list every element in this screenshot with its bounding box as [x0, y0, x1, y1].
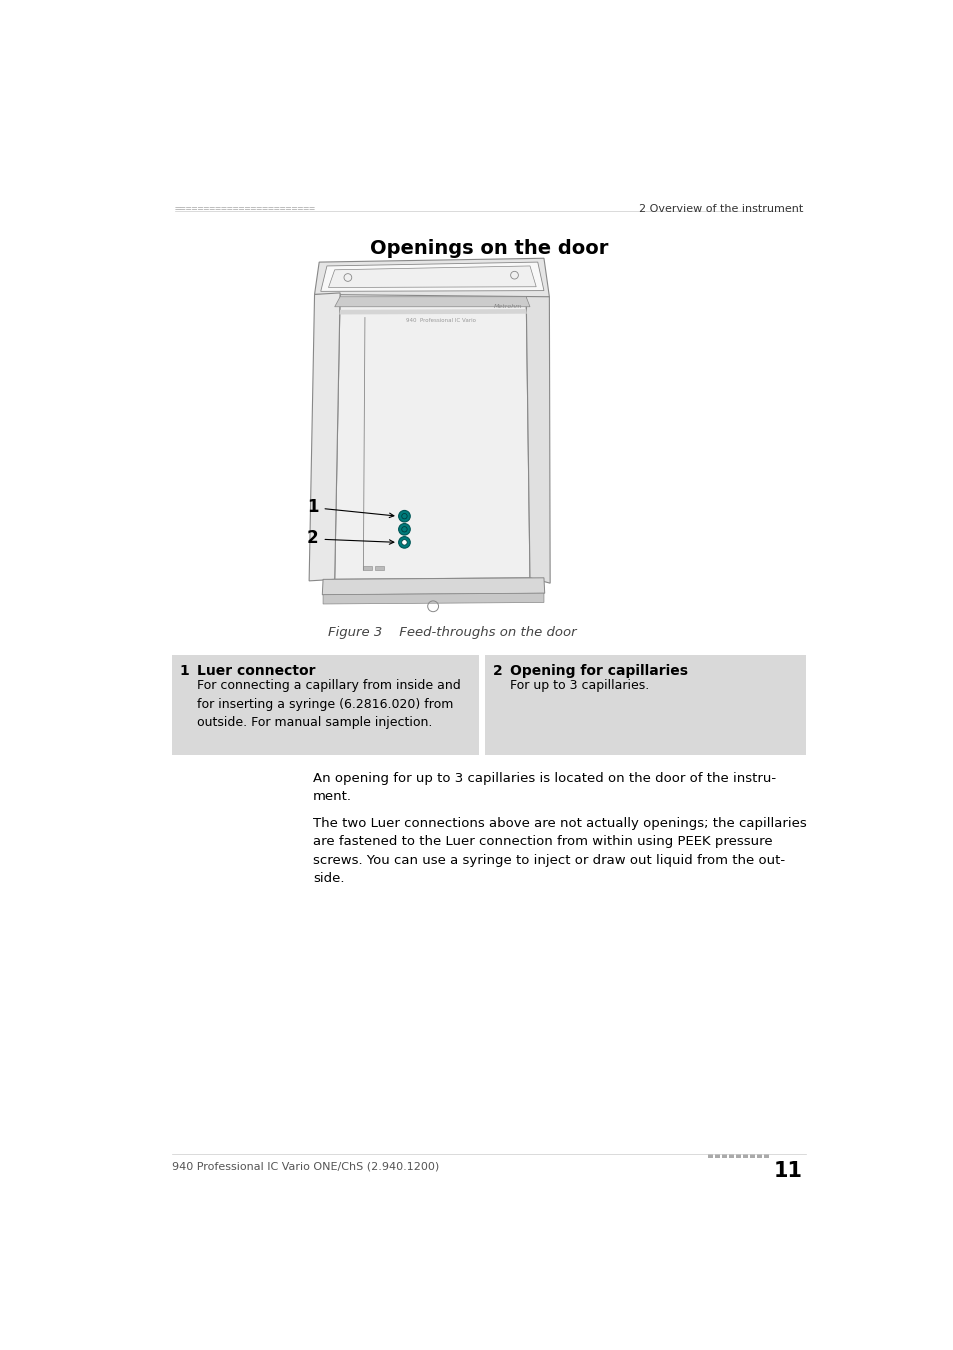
Text: 2 Overview of the instrument: 2 Overview of the instrument: [638, 204, 802, 215]
Text: 2: 2: [493, 664, 502, 678]
Text: Metrohm: Metrohm: [494, 305, 521, 309]
Text: 1: 1: [307, 498, 318, 516]
Text: For up to 3 capillaries.: For up to 3 capillaries.: [509, 679, 648, 693]
Text: Figure 3    Feed-throughs on the door: Figure 3 Feed-throughs on the door: [328, 625, 577, 639]
Circle shape: [398, 524, 410, 535]
Text: 940  Professional IC Vario: 940 Professional IC Vario: [406, 317, 476, 323]
Bar: [715, 1154, 720, 1157]
Circle shape: [398, 510, 410, 522]
Text: 940 Professional IC Vario ONE/ChS (2.940.1200): 940 Professional IC Vario ONE/ChS (2.940…: [172, 1161, 438, 1172]
Bar: [375, 566, 383, 570]
Polygon shape: [314, 258, 549, 297]
Circle shape: [398, 536, 410, 548]
Polygon shape: [309, 293, 340, 580]
Bar: [363, 566, 372, 570]
Bar: [484, 655, 805, 755]
Bar: [172, 655, 478, 755]
Text: The two Luer connections above are not actually openings; the capillaries
are fa: The two Luer connections above are not a…: [313, 817, 806, 886]
Text: Openings on the door: Openings on the door: [370, 239, 607, 258]
Text: ========================: ========================: [174, 204, 315, 215]
Bar: [736, 1154, 740, 1157]
Text: 1: 1: [179, 664, 190, 678]
Polygon shape: [335, 289, 530, 579]
Bar: [742, 1154, 747, 1157]
Polygon shape: [323, 593, 543, 603]
Polygon shape: [320, 262, 543, 292]
Polygon shape: [322, 578, 544, 595]
Bar: [728, 1154, 733, 1157]
Polygon shape: [525, 289, 550, 583]
Text: 11: 11: [773, 1161, 802, 1181]
Text: Luer connector: Luer connector: [196, 664, 314, 678]
Polygon shape: [335, 297, 530, 306]
Text: Opening for capillaries: Opening for capillaries: [509, 664, 687, 678]
Text: An opening for up to 3 capillaries is located on the door of the instru-
ment.: An opening for up to 3 capillaries is lo…: [313, 772, 776, 803]
Polygon shape: [339, 309, 526, 315]
Polygon shape: [328, 266, 536, 288]
Circle shape: [401, 540, 407, 545]
Bar: [757, 1154, 760, 1157]
Text: 2: 2: [307, 529, 318, 547]
Text: For connecting a capillary from inside and
for inserting a syringe (6.2816.020) : For connecting a capillary from inside a…: [196, 679, 460, 729]
Bar: [763, 1154, 768, 1157]
Bar: [707, 1154, 712, 1157]
Bar: [749, 1154, 754, 1157]
Bar: [721, 1154, 726, 1157]
